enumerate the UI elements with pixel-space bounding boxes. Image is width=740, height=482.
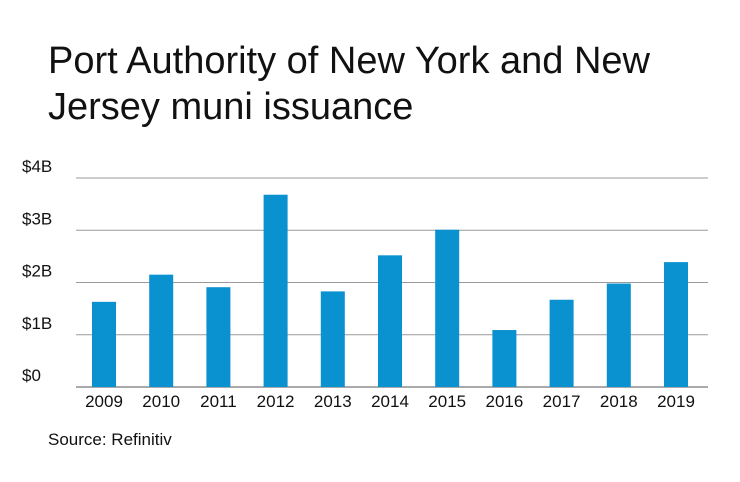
- y-tick-label: $2B: [22, 262, 52, 281]
- bar-2018: [606, 283, 631, 387]
- x-tick-label: 2013: [314, 392, 352, 411]
- bar-2016: [492, 330, 517, 387]
- x-tick-label: 2009: [85, 392, 123, 411]
- bar-2013: [320, 291, 345, 387]
- bar-2019: [664, 262, 688, 387]
- x-tick-label: 2011: [200, 392, 237, 411]
- bar-2014: [378, 255, 402, 387]
- y-tick-label: $3B: [22, 209, 52, 228]
- bar-2017: [549, 299, 574, 387]
- x-tick-label: 2017: [543, 392, 581, 411]
- x-tick-label: 2019: [657, 392, 695, 411]
- y-tick-label: $0: [22, 366, 41, 385]
- x-tick-label: 2015: [428, 392, 466, 411]
- x-tick-label: 2018: [600, 392, 638, 411]
- y-tick-label: $1B: [22, 314, 52, 333]
- x-axis-labels: 2009 2010 2011 2012 2013 2014 2015 2016 2017 2018…: [85, 392, 695, 411]
- source-note: Source: Refinitiv: [48, 430, 172, 449]
- bars: [92, 194, 688, 387]
- bar-2012: [263, 194, 288, 387]
- bar-2010: [149, 274, 174, 387]
- x-tick-label: 2016: [485, 392, 523, 411]
- bar-2009: [92, 301, 116, 387]
- x-tick-label: 2012: [257, 392, 295, 411]
- x-tick-label: 2014: [371, 392, 409, 411]
- y-axis-labels: $0 $1B $2B $3B $4B: [22, 157, 52, 385]
- x-tick-label: 2010: [142, 392, 180, 411]
- y-tick-label: $4B: [22, 157, 52, 176]
- bar-2015: [435, 229, 460, 387]
- bar-2011: [206, 287, 231, 387]
- chart-title: Port Authority of New York and New Jerse…: [48, 40, 650, 128]
